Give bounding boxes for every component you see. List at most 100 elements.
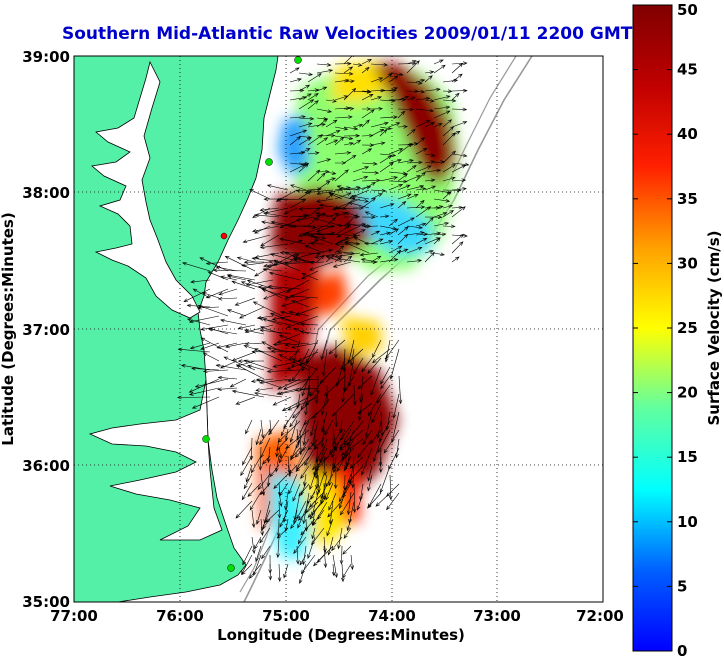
velocity-arrow xyxy=(268,419,280,436)
velocity-arrow xyxy=(259,243,289,249)
velocity-arrow xyxy=(325,177,336,182)
velocity-arrow xyxy=(241,482,253,501)
velocity-arrow xyxy=(262,267,283,272)
velocity-arrow xyxy=(360,258,379,263)
velocity-arrow xyxy=(379,203,395,209)
velocity-arrow xyxy=(315,198,334,203)
velocity-arrow xyxy=(433,59,444,65)
velocity-arrow xyxy=(325,130,341,137)
velocity-arrow xyxy=(300,465,310,480)
y-tick-label: 38:00 xyxy=(22,184,70,202)
velocity-arrow xyxy=(340,438,364,456)
velocity-arrow xyxy=(370,121,389,128)
velocity-arrow xyxy=(361,59,372,65)
velocity-arrow xyxy=(338,187,361,192)
velocity-arrow xyxy=(247,482,262,498)
velocity-arrow xyxy=(299,330,319,335)
velocity-arrow xyxy=(311,456,328,471)
y-axis-label: Latitude (Degrees:Minutes) xyxy=(0,212,17,445)
velocity-arrow xyxy=(373,438,382,463)
velocity-arrow xyxy=(326,518,334,537)
velocity-arrow xyxy=(397,226,409,236)
velocity-arrow xyxy=(356,492,364,511)
velocity-arrow xyxy=(336,223,352,228)
velocity-arrow xyxy=(442,89,453,94)
colorbar-tick-label: 20 xyxy=(677,384,698,402)
x-tick-label: 73:00 xyxy=(473,607,521,625)
velocity-arrow xyxy=(379,240,394,245)
velocity-arrow xyxy=(292,483,301,502)
velocity-arrow xyxy=(205,288,229,299)
colorbar-tick-label: 30 xyxy=(677,254,698,272)
velocity-arrow xyxy=(344,240,361,245)
velocity-arrow xyxy=(343,126,359,131)
velocity-arrow xyxy=(272,396,292,406)
velocity-arrow xyxy=(262,518,271,529)
velocity-arrow xyxy=(296,500,307,520)
velocity-arrow xyxy=(304,189,334,195)
velocity-arrow xyxy=(379,176,399,182)
velocity-arrow xyxy=(361,119,370,128)
velocity-arrow xyxy=(261,220,289,227)
velocity-arrow xyxy=(442,176,456,182)
velocity-arrow xyxy=(215,363,247,371)
velocity-arrow xyxy=(217,387,238,391)
velocity-arrow xyxy=(287,464,292,478)
velocity-arrow xyxy=(298,93,312,101)
velocity-arrow xyxy=(289,115,306,119)
velocity-arrow xyxy=(451,107,468,112)
velocity-arrow xyxy=(353,357,364,375)
velocity-arrow xyxy=(424,185,437,191)
velocity-arrow xyxy=(325,99,337,103)
velocity-arrow xyxy=(235,500,253,519)
velocity-arrow xyxy=(388,249,402,263)
velocity-arrow xyxy=(217,375,238,380)
velocity-arrow xyxy=(370,189,387,193)
velocity-arrow xyxy=(310,419,316,437)
y-tick-label: 37:00 xyxy=(22,321,70,339)
velocity-arrow xyxy=(316,473,325,496)
velocity-arrow xyxy=(255,545,262,562)
velocity-arrow xyxy=(442,126,455,137)
velocity-arrow xyxy=(255,387,274,392)
velocity-arrow xyxy=(328,339,346,355)
velocity-arrow xyxy=(379,231,392,236)
colorbar-tick-label: 50 xyxy=(677,1,698,19)
velocity-arrow xyxy=(406,246,423,254)
velocity-arrow xyxy=(316,86,328,92)
colorbar-tick-label: 5 xyxy=(677,577,687,595)
velocity-arrow xyxy=(361,357,373,373)
velocity-arrow xyxy=(191,366,220,371)
velocity-arrow xyxy=(269,253,301,263)
velocity-arrow xyxy=(361,447,373,476)
velocity-arrow xyxy=(342,545,352,555)
velocity-arrow xyxy=(342,474,347,491)
velocity-arrow xyxy=(284,261,319,266)
velocity-arrow xyxy=(259,207,280,212)
velocity-arrow xyxy=(342,482,352,499)
velocity-arrow xyxy=(316,225,334,233)
velocity-arrow xyxy=(288,464,298,475)
velocity-arrow xyxy=(406,60,420,74)
velocity-arrow xyxy=(406,175,421,182)
x-tick-label: 75:00 xyxy=(262,607,310,625)
velocity-arrow xyxy=(332,554,338,579)
colorbar-tick-label: 40 xyxy=(677,125,698,143)
velocity-arrow xyxy=(313,236,334,245)
velocity-arrow xyxy=(451,234,468,238)
velocity-arrow xyxy=(298,137,312,146)
velocity-arrow xyxy=(268,563,273,581)
velocity-arrow xyxy=(259,527,271,544)
velocity-arrow xyxy=(352,166,370,173)
velocity-arrow xyxy=(241,261,271,268)
velocity-arrow xyxy=(327,536,334,556)
velocity-arrow xyxy=(247,364,265,371)
velocity-arrow xyxy=(379,214,390,219)
velocity-arrow xyxy=(362,429,373,445)
velocity-arrow xyxy=(327,500,343,518)
velocity-arrow xyxy=(424,206,441,210)
velocity-arrow xyxy=(345,437,352,458)
velocity-arrow xyxy=(307,536,316,559)
colorbar-tick-label: 45 xyxy=(677,61,698,79)
velocity-arrow xyxy=(188,387,220,396)
